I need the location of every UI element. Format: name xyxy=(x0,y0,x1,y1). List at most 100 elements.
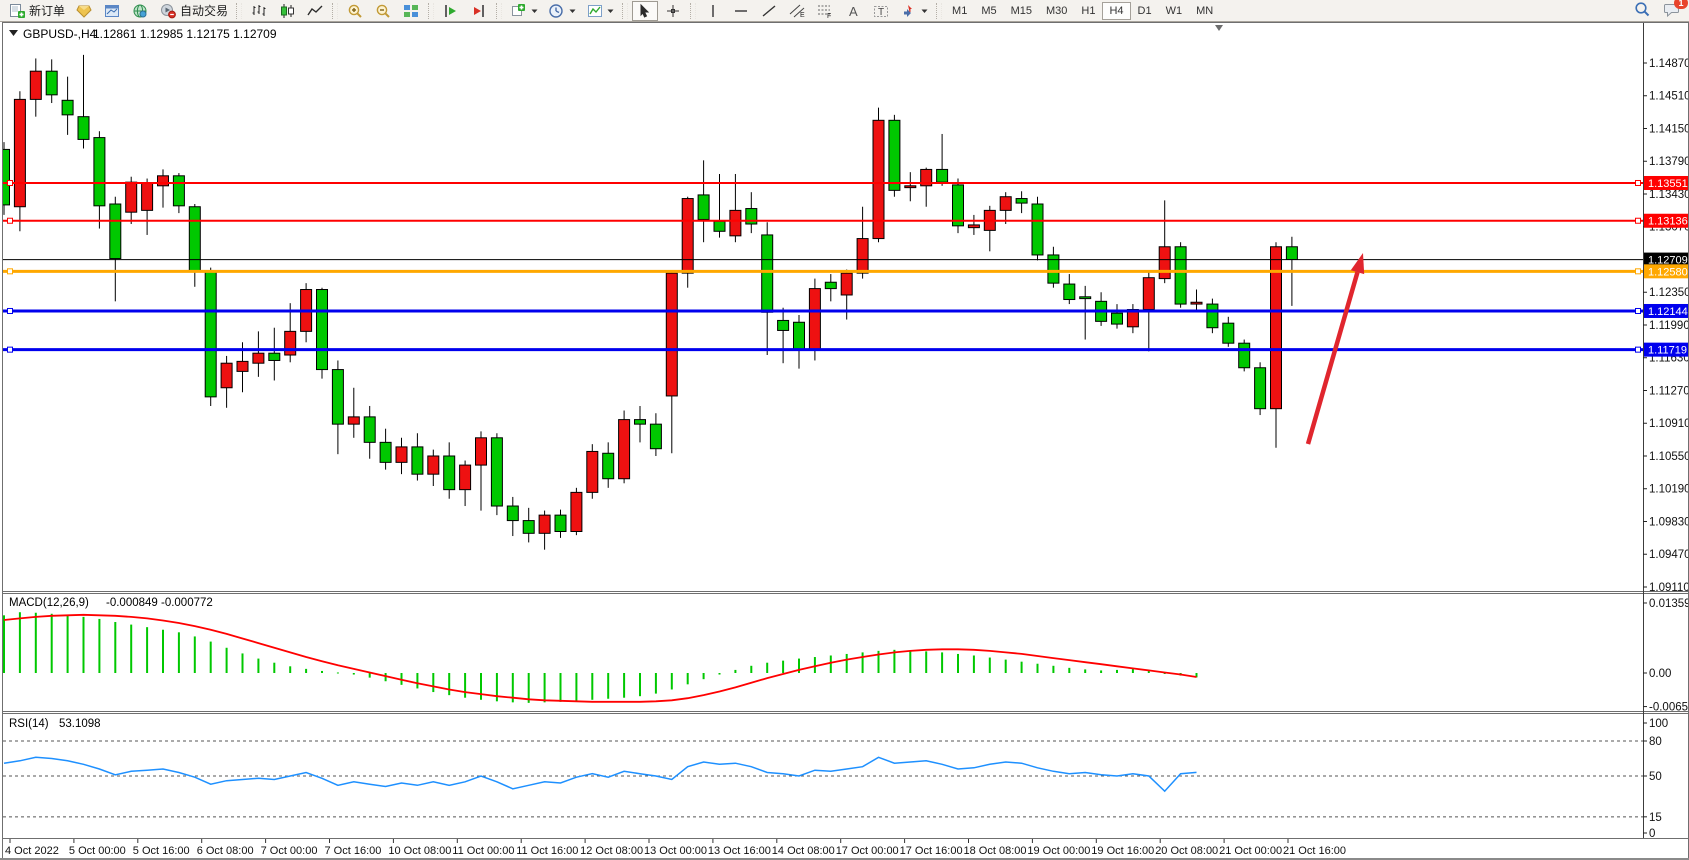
tf-h4-button[interactable]: H4 xyxy=(1102,1,1131,20)
price-tag xyxy=(1644,175,1688,190)
tf-mn-button[interactable]: MN xyxy=(1189,2,1220,20)
time-tick-label: 17 Oct 00:00 xyxy=(836,845,899,857)
tf-m5-button[interactable]: M5 xyxy=(974,2,1003,20)
candle-body xyxy=(29,70,42,100)
tf-m1-button[interactable]: M1 xyxy=(945,2,974,20)
templates-button[interactable] xyxy=(582,1,618,21)
macd-bar xyxy=(289,666,292,673)
line-handle[interactable] xyxy=(1635,307,1641,314)
macd-indicator xyxy=(3,612,1198,703)
candle-body xyxy=(1015,198,1028,204)
time-tick-label: 7 Oct 16:00 xyxy=(325,845,382,857)
candle-body xyxy=(904,185,917,189)
tf-w1-button[interactable]: W1 xyxy=(1159,2,1190,20)
line-handle[interactable] xyxy=(7,179,13,186)
tf-h1-button[interactable]: H1 xyxy=(1074,2,1102,20)
candle-body xyxy=(459,464,472,491)
macd-bar xyxy=(782,660,785,673)
trend-arrow-annotation[interactable] xyxy=(1305,253,1365,445)
time-tick-label: 17 Oct 16:00 xyxy=(900,845,963,857)
search-button[interactable] xyxy=(1633,1,1651,22)
toolbar-right: 1 xyxy=(1633,0,1688,22)
macd-bar xyxy=(607,673,610,699)
fibonacci-button[interactable]: F xyxy=(812,1,838,21)
dropdown-caret-icon xyxy=(531,4,538,18)
tf-m30-button[interactable]: M30 xyxy=(1039,2,1074,20)
candlestick-chart-button[interactable] xyxy=(274,1,300,21)
new-order-button[interactable]: 新订单 xyxy=(4,1,69,21)
new-chart-button[interactable] xyxy=(506,1,542,21)
price-axis[interactable]: 1.148701.145101.141501.137901.134301.130… xyxy=(1643,58,1688,840)
line-handle[interactable] xyxy=(7,217,13,224)
macd-bar xyxy=(1004,659,1007,673)
line-handle[interactable] xyxy=(7,307,13,314)
time-tick-label: 13 Oct 00:00 xyxy=(644,845,707,857)
candle-body xyxy=(427,455,440,475)
text-button[interactable]: A xyxy=(840,1,866,21)
macd-bar xyxy=(273,662,276,673)
auto-scroll-button[interactable] xyxy=(438,1,464,21)
vertical-line-button[interactable] xyxy=(700,1,726,21)
symbol-collapse-icon[interactable] xyxy=(9,30,18,36)
macd-bar xyxy=(416,673,419,689)
candle-body xyxy=(999,196,1012,211)
zoom-out-button[interactable] xyxy=(370,1,396,21)
chart-shift-button[interactable] xyxy=(466,1,492,21)
line-handle[interactable] xyxy=(1635,179,1641,186)
macd-bar xyxy=(34,612,37,673)
line-handle[interactable] xyxy=(1635,217,1641,224)
bar-chart-button[interactable] xyxy=(246,1,272,21)
candle-body xyxy=(1190,301,1203,305)
periods-button[interactable] xyxy=(544,1,580,21)
candle-body xyxy=(316,289,328,371)
line-handle[interactable] xyxy=(1635,268,1641,275)
candle-body xyxy=(824,281,837,290)
metaeditor-button[interactable] xyxy=(71,1,97,21)
cursor-button[interactable] xyxy=(632,0,659,21)
autotrading-button[interactable]: 自动交易 xyxy=(155,1,232,21)
line-handle[interactable] xyxy=(7,346,13,353)
tf-d1-button[interactable]: D1 xyxy=(1131,2,1159,20)
time-axis[interactable]: 4 Oct 2022 5 Oct 00:00 5 Oct 16:00 6 Oct 08… xyxy=(5,839,1346,857)
equidistant-channel-button[interactable]: E xyxy=(784,1,810,21)
line-handle[interactable] xyxy=(1635,346,1641,353)
macd-bar xyxy=(162,629,164,673)
line-handle[interactable] xyxy=(7,268,13,275)
autoscroll-icon xyxy=(442,3,460,19)
text-label-button[interactable]: T xyxy=(868,1,894,21)
candle-body xyxy=(920,168,933,187)
macd-bar xyxy=(877,650,880,673)
macd-bar xyxy=(1116,669,1118,673)
macd-bar xyxy=(18,612,21,673)
price-tag xyxy=(1644,303,1688,318)
tf-m5-button-label: M5 xyxy=(981,4,997,17)
candle-body xyxy=(840,272,853,296)
arrows-button[interactable] xyxy=(896,1,932,21)
new-chart-window-button[interactable] xyxy=(99,1,125,21)
horizontal-level-lines[interactable] xyxy=(3,179,1643,353)
time-tick-label: 19 Oct 00:00 xyxy=(1027,845,1090,857)
trendline-button[interactable] xyxy=(756,1,782,21)
macd-bar xyxy=(209,641,212,673)
time-tick-label: 6 Oct 08:00 xyxy=(197,845,254,857)
candle-body xyxy=(1285,246,1298,260)
price-tick-label: 1.10190 xyxy=(1649,484,1688,496)
market-data-button[interactable] xyxy=(127,1,153,21)
candle-body xyxy=(331,369,344,425)
macd-bar xyxy=(495,673,498,702)
tf-m15-button[interactable]: M15 xyxy=(1004,2,1039,20)
line-chart-button[interactable] xyxy=(302,1,328,21)
arrow-shaft[interactable] xyxy=(1305,271,1360,445)
time-tick-label: 12 Oct 08:00 xyxy=(580,845,643,857)
crosshair-button[interactable] xyxy=(660,1,686,21)
zoom-in-button[interactable] xyxy=(342,1,368,21)
arrow-head[interactable] xyxy=(1350,253,1365,275)
notifications-button[interactable]: 1 xyxy=(1663,0,1688,22)
chart-canvas[interactable]: 1.148701.145101.141501.137901.134301.130… xyxy=(3,23,1688,859)
macd-bar xyxy=(352,673,355,675)
tile-windows-button[interactable] xyxy=(398,1,424,21)
macd-bar xyxy=(98,618,101,673)
chart-shift-marker-icon[interactable] xyxy=(1215,25,1223,31)
horizontal-line-button[interactable] xyxy=(728,1,754,21)
